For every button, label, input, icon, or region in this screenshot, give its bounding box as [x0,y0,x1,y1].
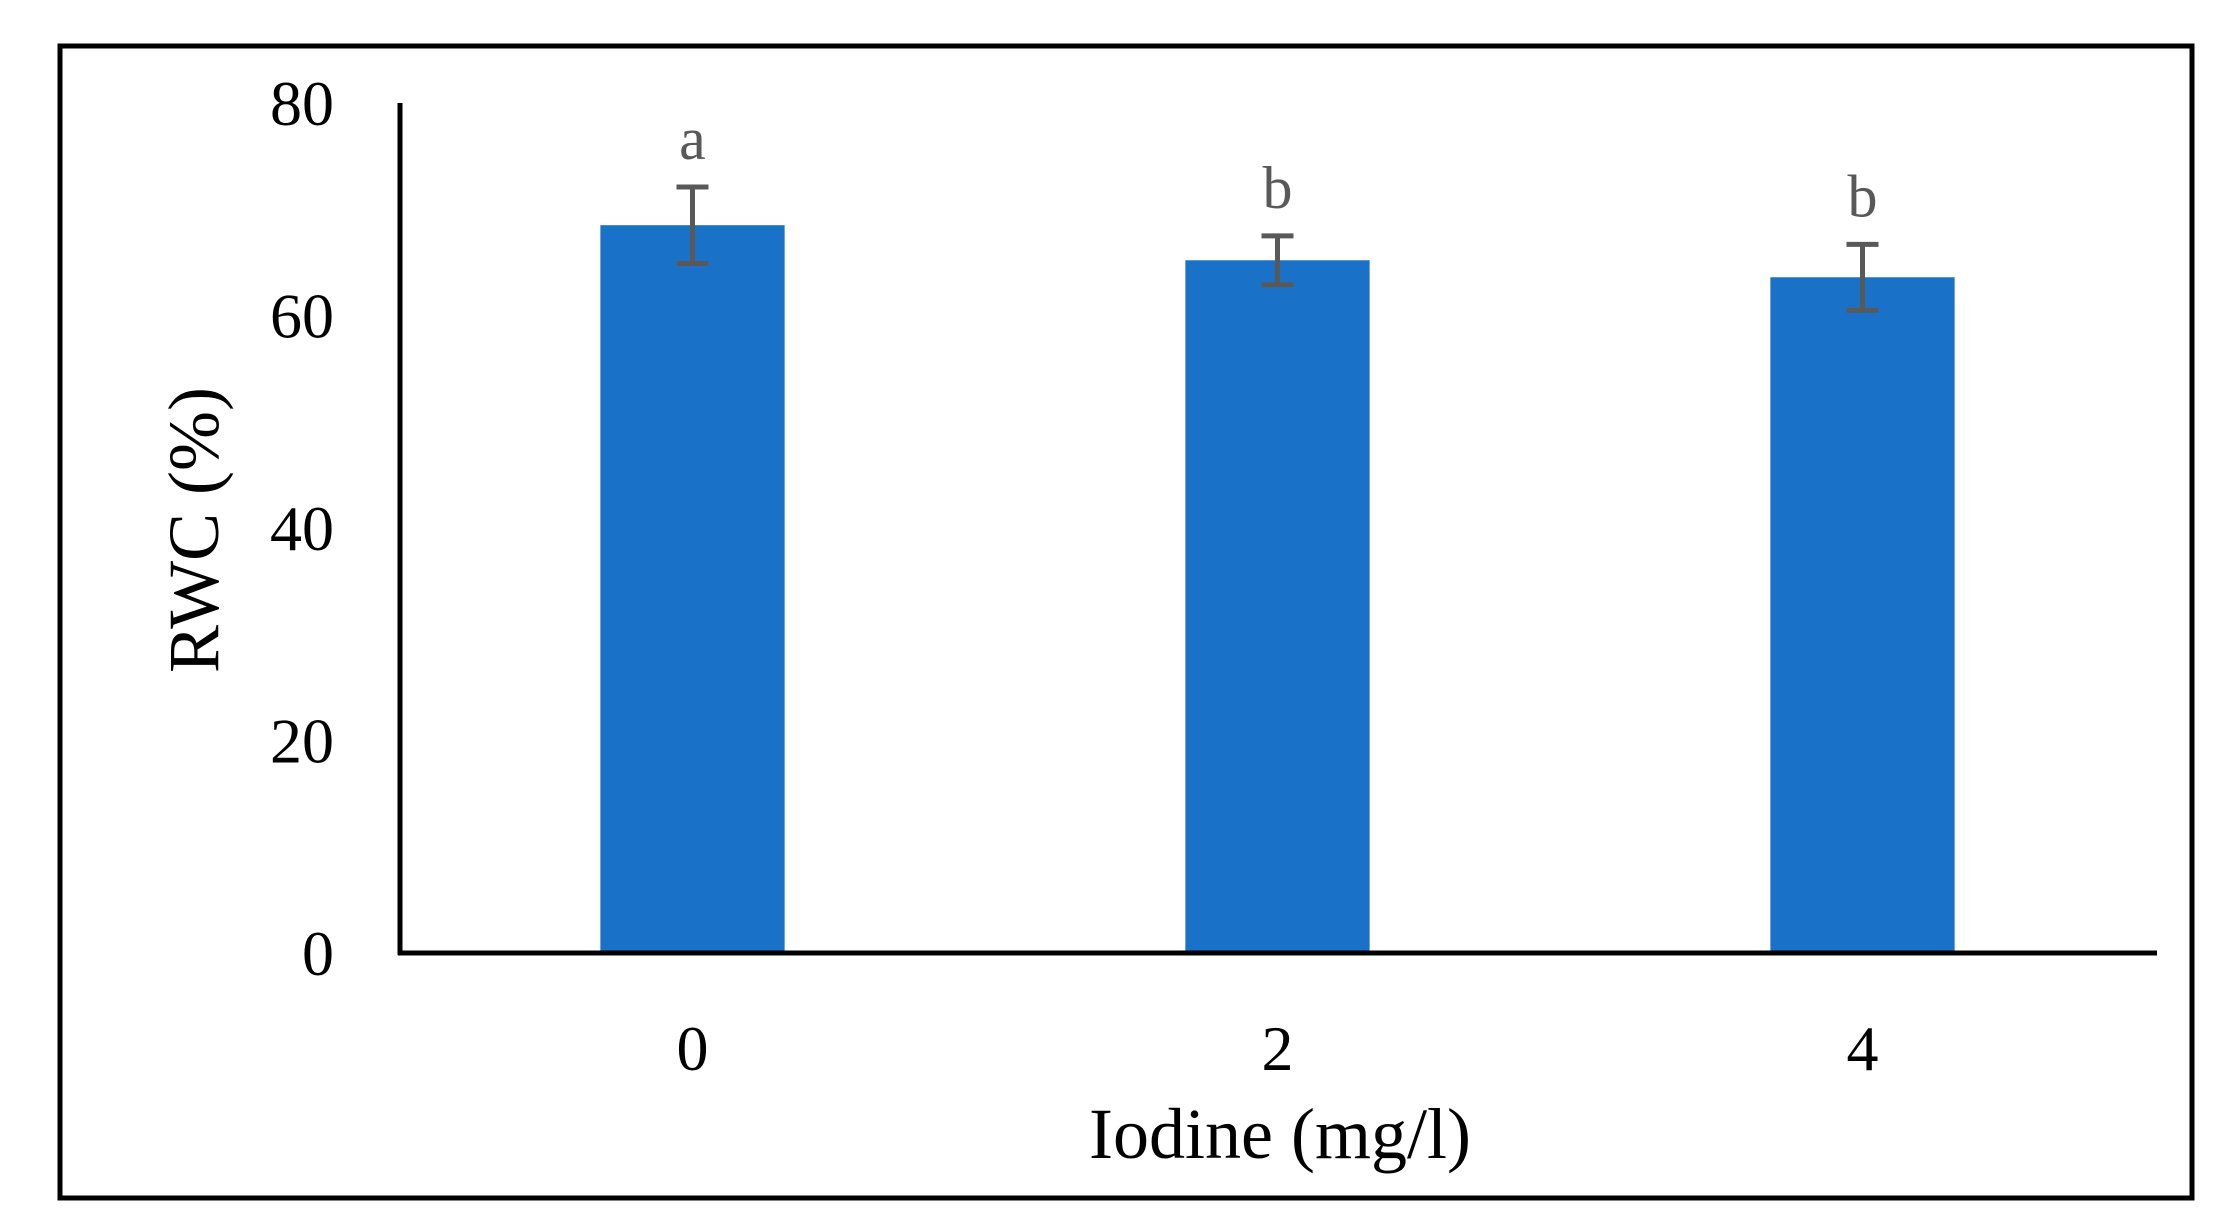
significance-label: b [1848,163,1878,229]
significance-label: b [1263,155,1293,221]
bar [1770,277,1955,953]
x-axis-title: Iodine (mg/l) [1089,1094,1471,1174]
bar [600,225,785,953]
y-tick-label: 80 [270,68,334,139]
x-tick-label: 0 [677,1013,709,1084]
x-tick-label: 4 [1847,1013,1879,1084]
y-tick-label: 40 [270,493,334,564]
y-axis-title: RWC (%) [154,387,234,673]
x-tick-label: 2 [1262,1013,1294,1084]
chart-border [57,43,2195,1201]
y-tick-label: 20 [270,706,334,777]
y-tick-label: 60 [270,281,334,352]
bar [1185,260,1370,953]
y-tick-label: 0 [302,918,334,989]
significance-label: a [679,106,706,172]
